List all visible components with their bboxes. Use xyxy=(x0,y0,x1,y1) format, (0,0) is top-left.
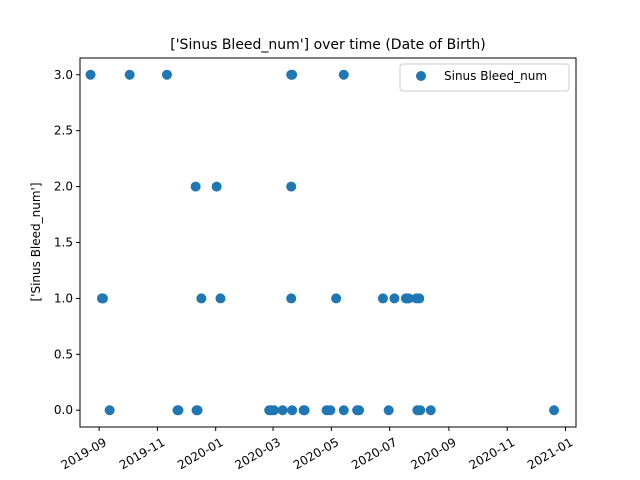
data-point xyxy=(389,293,400,304)
data-point xyxy=(277,405,288,416)
data-point xyxy=(173,405,184,416)
data-point xyxy=(287,69,298,80)
data-point xyxy=(287,405,298,416)
data-point xyxy=(215,293,226,304)
data-point xyxy=(377,293,388,304)
legend-box xyxy=(399,63,570,92)
y-tick-label: 1.5 xyxy=(54,236,73,250)
data-point xyxy=(354,405,365,416)
data-point xyxy=(286,293,297,304)
y-tick-label: 1.0 xyxy=(54,291,73,305)
data-point xyxy=(338,69,349,80)
data-point xyxy=(196,293,207,304)
y-tick-label: 3.0 xyxy=(54,68,73,82)
data-point xyxy=(383,405,394,416)
data-point xyxy=(286,181,297,192)
data-point xyxy=(338,405,349,416)
data-point xyxy=(331,293,342,304)
data-point xyxy=(192,405,203,416)
data-point xyxy=(425,405,436,416)
data-point xyxy=(190,181,201,192)
data-point xyxy=(269,405,280,416)
legend-marker xyxy=(416,71,426,81)
data-point xyxy=(85,69,96,80)
data-point xyxy=(549,405,560,416)
data-point xyxy=(403,293,414,304)
legend-label: Sinus Bleed_num xyxy=(444,69,547,83)
plot-frame xyxy=(79,57,577,428)
y-tick-label: 0.0 xyxy=(54,403,73,417)
data-point xyxy=(161,69,172,80)
data-point xyxy=(414,293,425,304)
legend: Sinus Bleed_num xyxy=(399,63,570,92)
chart-title: ['Sinus Bleed_num'] over time (Date of B… xyxy=(170,37,485,53)
data-point xyxy=(415,405,426,416)
data-point xyxy=(211,181,222,192)
y-tick-label: 2.5 xyxy=(54,124,73,138)
data-point xyxy=(104,405,115,416)
data-point xyxy=(325,405,336,416)
y-tick-label: 0.5 xyxy=(54,347,73,361)
data-point xyxy=(97,293,108,304)
y-axis-label: ['Sinus Bleed_num'] xyxy=(29,182,43,301)
y-tick-label: 2.0 xyxy=(54,180,73,194)
data-point xyxy=(124,69,135,80)
data-point xyxy=(299,405,310,416)
